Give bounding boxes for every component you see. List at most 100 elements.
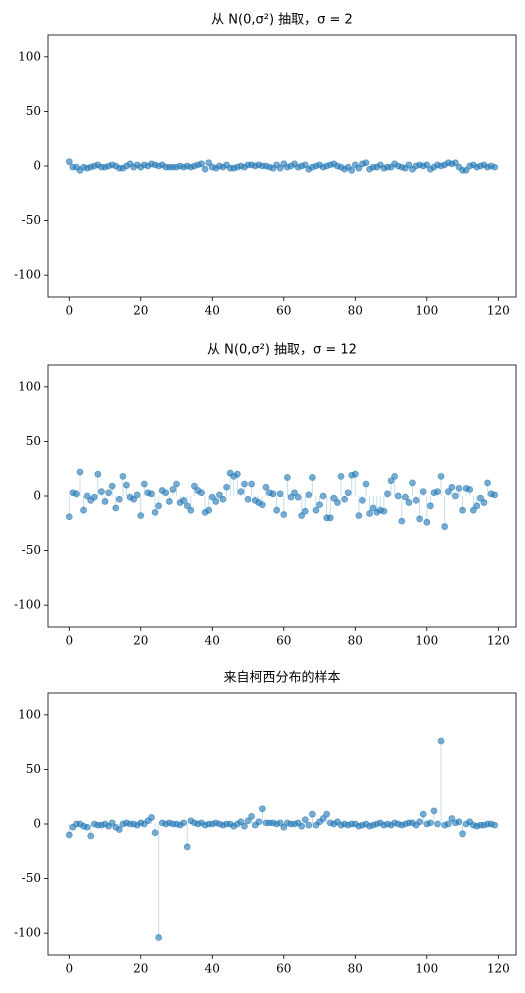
point: [451, 492, 459, 500]
y-tick-label: -50: [22, 871, 41, 885]
point: [216, 491, 223, 499]
point: [237, 818, 245, 826]
point: [269, 490, 277, 498]
point: [94, 470, 102, 478]
point: [219, 495, 227, 503]
point: [451, 159, 459, 167]
point: [477, 494, 484, 502]
point: [119, 472, 127, 480]
y-tick-label: 100: [18, 49, 41, 63]
point: [137, 512, 145, 520]
y-tick-label: 100: [18, 379, 41, 393]
point: [326, 514, 334, 522]
point: [180, 496, 188, 504]
x-tick-label: 20: [133, 634, 148, 648]
x-tick-label: 0: [65, 634, 73, 648]
point: [115, 826, 123, 833]
point: [462, 166, 470, 174]
point: [301, 816, 309, 824]
point: [276, 490, 284, 498]
point: [280, 823, 288, 831]
point: [83, 823, 91, 831]
y-tick-label: -50: [22, 543, 41, 557]
point: [276, 819, 284, 827]
y-tick-label: -100: [14, 598, 41, 612]
point: [130, 495, 138, 503]
point: [305, 821, 313, 829]
point: [162, 489, 170, 497]
point: [466, 486, 474, 493]
x-tick-label: 40: [205, 304, 220, 318]
x-tick-label: 120: [487, 304, 510, 318]
y-tick-label: 50: [26, 434, 41, 448]
point: [480, 499, 488, 506]
point: [287, 493, 295, 501]
point: [426, 819, 434, 827]
point: [101, 498, 109, 505]
point: [115, 495, 123, 503]
point: [98, 488, 105, 496]
x-tick-label: 100: [415, 634, 438, 648]
x-tick-label: 0: [65, 304, 73, 318]
point: [244, 817, 252, 825]
x-tick-label: 100: [415, 304, 438, 318]
point: [241, 822, 248, 830]
point: [319, 492, 327, 500]
point: [283, 474, 291, 481]
point: [491, 491, 499, 499]
point: [441, 523, 449, 530]
point: [430, 807, 438, 815]
x-tick-label: 40: [205, 634, 220, 648]
point: [444, 488, 452, 496]
point: [380, 507, 388, 515]
x-tick-label: 100: [415, 962, 438, 976]
point: [298, 512, 306, 520]
point: [65, 831, 73, 839]
point: [423, 518, 431, 526]
point: [173, 480, 180, 488]
point: [351, 470, 359, 478]
point: [437, 472, 445, 480]
y-tick-label: -100: [14, 268, 41, 282]
point: [448, 815, 456, 822]
point: [355, 512, 363, 520]
point: [276, 164, 284, 172]
point: [151, 829, 159, 837]
point: [459, 506, 466, 514]
point: [65, 158, 73, 166]
point: [416, 515, 424, 523]
y-tick-label: 50: [26, 104, 41, 118]
point: [205, 159, 213, 167]
point: [108, 482, 116, 490]
y-tick-label: 50: [26, 762, 41, 776]
point: [187, 506, 195, 514]
point: [223, 483, 230, 491]
point: [76, 468, 84, 476]
x-tick-label: 80: [348, 304, 363, 318]
x-tick-label: 20: [133, 304, 148, 318]
x-tick-label: 40: [205, 962, 220, 976]
point: [455, 484, 463, 492]
point: [459, 830, 466, 838]
point: [469, 506, 477, 514]
chart-title: 从 N(0,σ²) 抽取，σ = 12: [207, 343, 357, 358]
point: [316, 501, 323, 509]
point: [140, 480, 148, 488]
point: [165, 498, 173, 505]
point: [233, 470, 241, 478]
point: [484, 479, 491, 487]
point: [434, 488, 441, 496]
point: [258, 805, 266, 813]
point: [248, 480, 256, 488]
point: [237, 488, 245, 496]
point: [405, 161, 413, 169]
point: [305, 491, 313, 499]
point: [123, 481, 130, 489]
x-tick-label: 80: [348, 962, 363, 976]
x-tick-label: 60: [276, 962, 291, 976]
point: [362, 159, 370, 167]
point: [258, 501, 266, 509]
point: [291, 489, 298, 497]
point: [73, 490, 80, 498]
